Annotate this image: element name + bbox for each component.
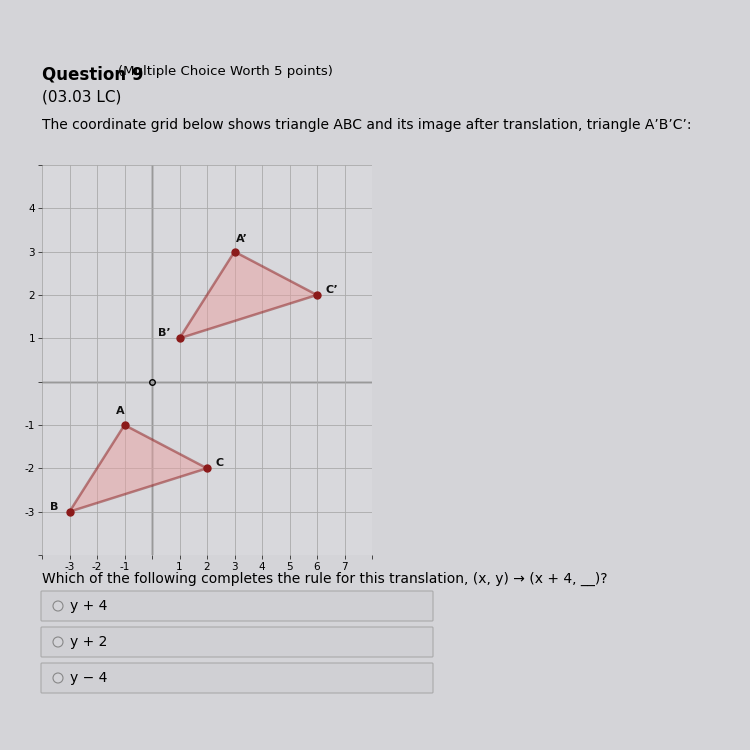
Circle shape (53, 601, 63, 611)
Text: A’: A’ (236, 234, 248, 244)
FancyBboxPatch shape (41, 591, 433, 621)
Text: C’: C’ (326, 285, 338, 295)
Text: y + 2: y + 2 (70, 635, 107, 649)
Text: C: C (215, 458, 223, 468)
Text: y + 4: y + 4 (70, 599, 107, 613)
Circle shape (53, 637, 63, 647)
FancyBboxPatch shape (41, 627, 433, 657)
Text: (03.03 LC): (03.03 LC) (42, 90, 122, 105)
FancyBboxPatch shape (41, 663, 433, 693)
Text: Question 9: Question 9 (42, 65, 143, 83)
Circle shape (53, 673, 63, 683)
Polygon shape (70, 425, 207, 512)
Text: y − 4: y − 4 (70, 671, 107, 685)
Text: The coordinate grid below shows triangle ABC and its image after translation, tr: The coordinate grid below shows triangle… (42, 118, 692, 132)
Text: Which of the following completes the rule for this translation, (x, y) → (x + 4,: Which of the following completes the rul… (42, 572, 608, 586)
Text: A: A (116, 406, 124, 416)
Text: B’: B’ (158, 328, 171, 338)
Text: (Multiple Choice Worth 5 points): (Multiple Choice Worth 5 points) (118, 65, 333, 78)
Text: B: B (50, 502, 58, 512)
Polygon shape (179, 252, 317, 338)
